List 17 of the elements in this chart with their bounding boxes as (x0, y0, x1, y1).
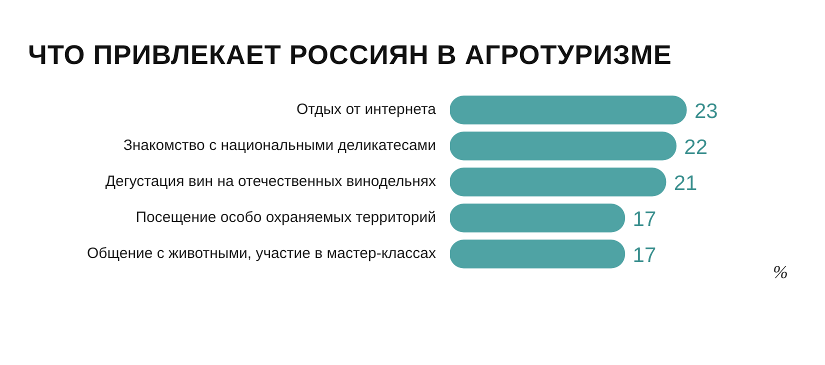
chart-title: ЧТО ПРИВЛЕКАЕТ РОССИЯН В АГРОТУРИЗМЕ (28, 40, 673, 71)
data-label: 17 (632, 208, 656, 231)
bar (450, 204, 626, 232)
bar (450, 96, 687, 124)
data-label: 17 (632, 244, 656, 267)
data-label: 21 (674, 172, 698, 195)
text: % (773, 262, 788, 283)
data-label: 22 (684, 136, 708, 159)
bar (450, 240, 626, 268)
y-tick-label: Посещение особо охраняемых территорий (136, 209, 436, 226)
y-tick-label: Общение с животными, участие в мастер-классах (86, 245, 436, 262)
bar (450, 132, 676, 160)
y-tick-label: Дегустация вин на отечественных винодельнях (105, 173, 436, 190)
y-tick-label: Знакомство с национальными деликатесами (123, 137, 436, 154)
data-label: 23 (694, 100, 718, 123)
bar (450, 168, 666, 196)
y-tick-label: Отдых от интернета (296, 101, 437, 118)
